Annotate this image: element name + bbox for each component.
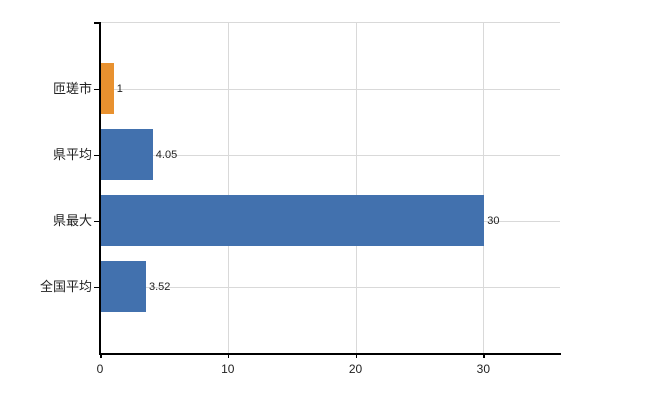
y-axis-tick [94, 220, 100, 222]
bar[interactable] [101, 195, 485, 246]
bar-value-label: 30 [487, 214, 500, 227]
horizontal-gridline [100, 88, 560, 90]
bar[interactable] [101, 261, 146, 312]
plot-top-border [100, 22, 560, 23]
bar[interactable] [101, 129, 153, 180]
x-axis-tick [100, 353, 102, 358]
x-axis-tick [227, 353, 230, 358]
x-tick-label: 30 [476, 362, 490, 376]
bar[interactable] [101, 63, 114, 114]
x-tick-label: 0 [96, 362, 104, 376]
y-axis [99, 22, 101, 353]
y-axis-tick [94, 88, 100, 90]
y-axis-tick [94, 22, 100, 24]
bar-value-label: 3.52 [149, 280, 171, 293]
category-label: 県平均 [52, 146, 92, 162]
y-axis-tick [94, 286, 100, 288]
x-tick-label: 20 [348, 362, 363, 376]
y-axis-tick [94, 154, 100, 156]
x-axis-tick [483, 353, 485, 358]
bar-value-label: 1 [116, 82, 123, 95]
horizontal-gridline [100, 154, 560, 156]
horizontal-gridline [100, 286, 560, 288]
bar-value-label: 4.05 [155, 148, 178, 161]
category-label: 全国平均 [39, 278, 92, 294]
x-tick-label: 10 [221, 362, 235, 376]
x-axis-tick [355, 353, 358, 358]
vertical-gridline [483, 22, 485, 353]
vertical-gridline [355, 22, 357, 353]
x-axis [99, 353, 561, 355]
vertical-gridline [227, 22, 229, 353]
category-label: 県最大 [52, 212, 92, 228]
category-label: 匝瑳市 [52, 80, 92, 96]
